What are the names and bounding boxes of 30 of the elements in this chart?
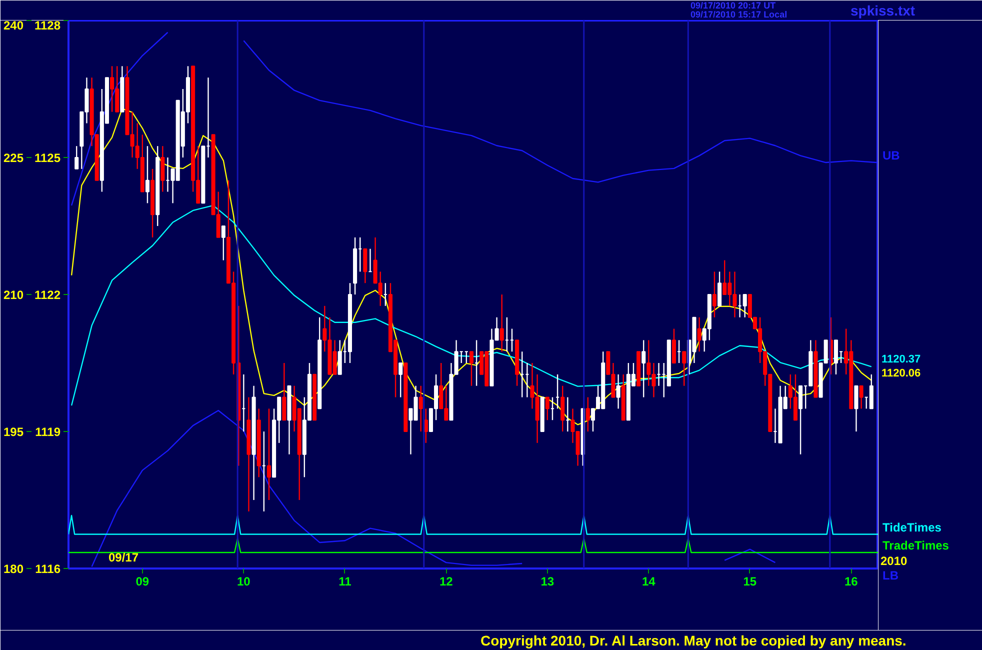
text: 09/17/2010 20:17 UT [690,0,776,10]
x-tick-label: 13 [540,574,554,588]
y2-tick-label: 210 [3,288,24,302]
text: 09/17/2010 15:17 Local [690,10,788,20]
x-tick-label: 09 [136,574,150,588]
x-tick-label: 10 [236,574,251,588]
text: 1120.06 [882,368,921,380]
x-tick-label: 12 [439,574,454,588]
y2-tick-label: 225 [3,151,24,165]
y-tick-label: 1125 [34,151,61,165]
y-tick-label: 1122 [34,288,61,302]
annotation: 09/17 [108,550,139,564]
series-label: TideTimes [882,520,942,534]
y2-tick-label: 180 [3,562,24,576]
series-label: TradeTimes [882,538,950,553]
y-tick-label: 1116 [35,562,61,576]
text: 2010 [880,554,908,568]
x-tick-label: 14 [642,574,656,588]
y-tick-label: 1119 [35,425,61,439]
text: Copyright 2010, Dr. Al Larson. May not be copied by any means. [480,632,906,648]
x-tick-label: 16 [844,574,858,588]
y2-tick-label: 240 [3,18,24,32]
text: spkiss.txt [850,2,916,18]
text: LB [882,568,899,582]
x-tick-label: 15 [743,574,757,588]
series-label: UB [882,148,900,163]
y-tick-label: 1128 [34,18,61,32]
text: 1120.37 [882,354,921,366]
y2-tick-label: 195 [3,425,24,439]
x-tick-label: 11 [338,574,352,588]
